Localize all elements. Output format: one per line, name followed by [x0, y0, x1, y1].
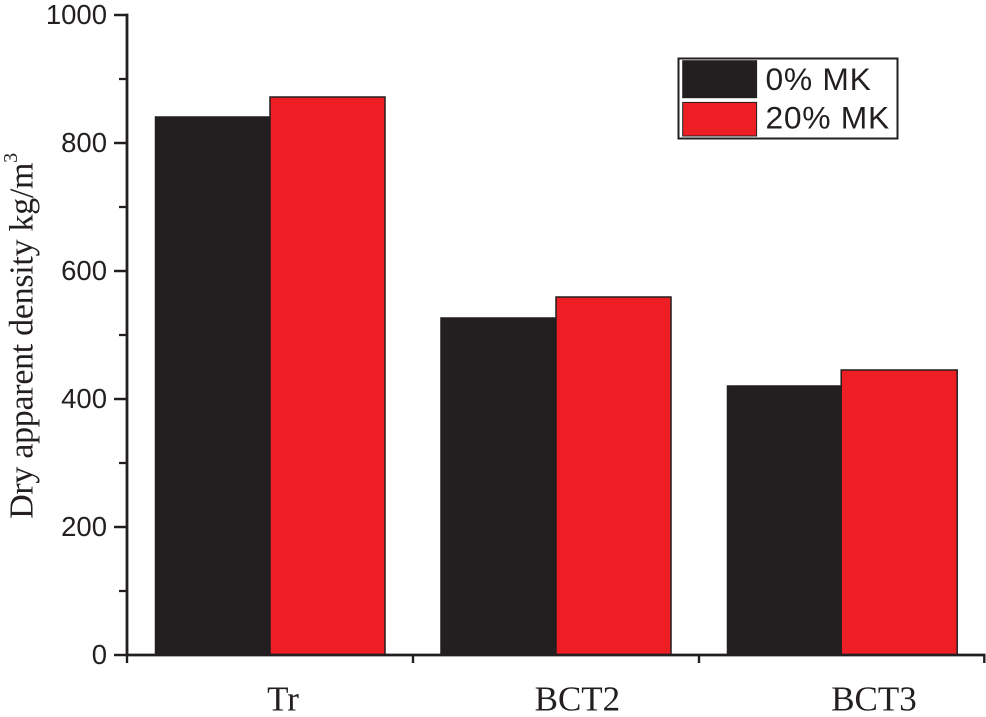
- svg-text:BCT3: BCT3: [831, 680, 917, 717]
- svg-text:20% MK: 20% MK: [766, 99, 890, 135]
- svg-text:Dry apparent density kg/m3: Dry apparent density kg/m3: [0, 153, 41, 519]
- svg-text:600: 600: [61, 255, 107, 286]
- svg-text:1000: 1000: [46, 0, 107, 30]
- svg-text:200: 200: [61, 511, 107, 542]
- svg-text:400: 400: [61, 383, 107, 414]
- svg-text:Tr: Tr: [267, 680, 299, 717]
- svg-text:0% MK: 0% MK: [766, 61, 872, 97]
- svg-text:800: 800: [61, 127, 107, 158]
- svg-text:0: 0: [92, 639, 107, 670]
- svg-text:BCT2: BCT2: [535, 680, 621, 717]
